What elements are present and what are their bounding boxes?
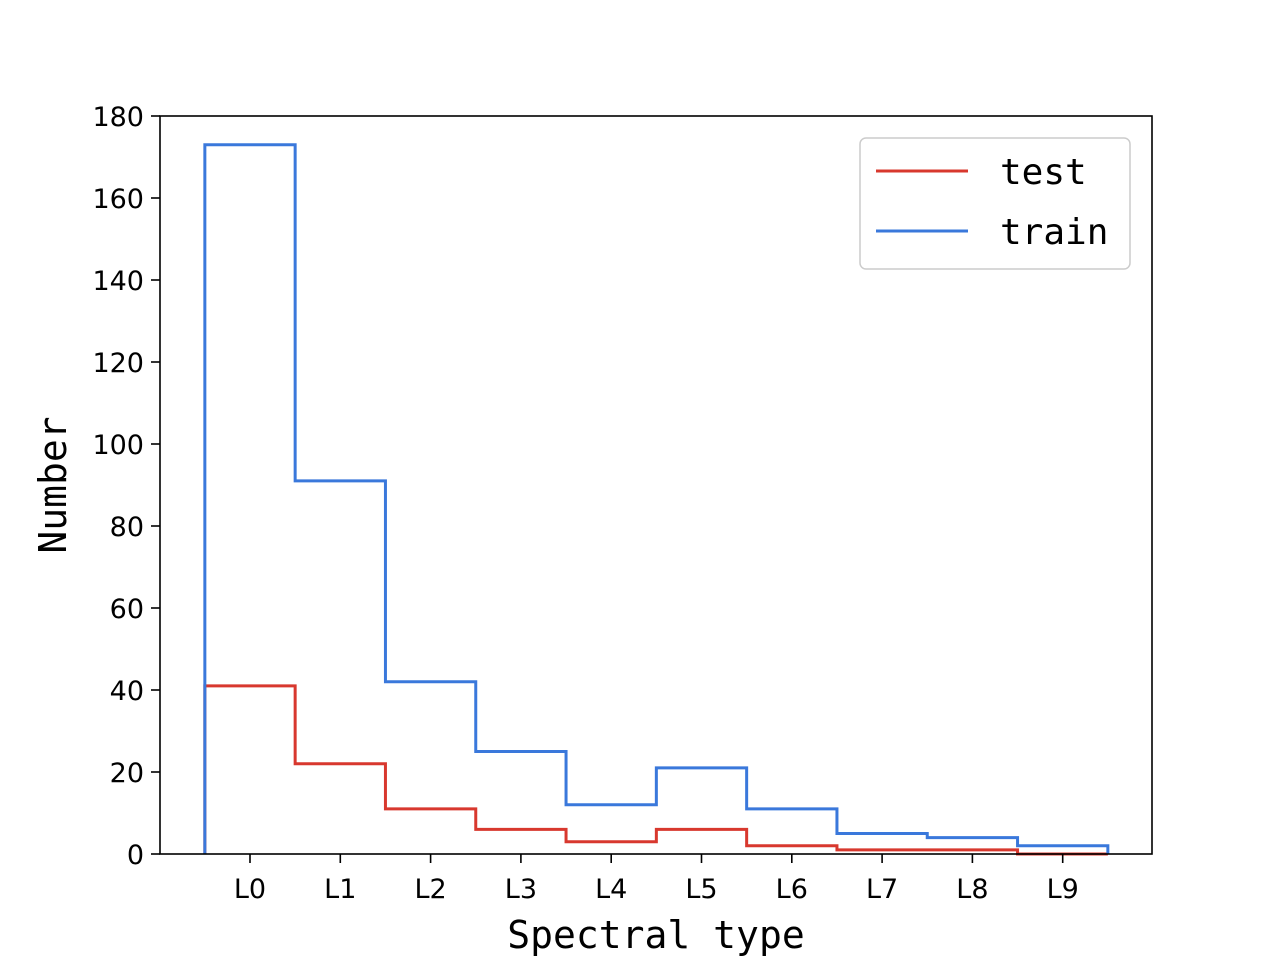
x-tick-label-L9: L9: [1047, 874, 1079, 905]
x-tick-label-L3: L3: [505, 874, 537, 905]
x-tick-label-L2: L2: [414, 874, 446, 905]
x-axis-ticks: L0 L1 L2 L3 L4 L5 L6 L7 L8 L9: [234, 854, 1079, 905]
y-tick-label-20: 20: [110, 758, 144, 789]
x-tick-label-L1: L1: [324, 874, 356, 905]
series-layer: [203, 143, 1110, 856]
x-tick-label-L7: L7: [866, 874, 898, 905]
series-test-step: [203, 684, 1108, 856]
legend-label-test: test: [1000, 152, 1087, 193]
x-axis-label: Spectral type: [507, 913, 804, 957]
y-tick-label-160: 160: [92, 184, 144, 215]
y-tick-label-0: 0: [127, 840, 144, 871]
x-tick-label-L4: L4: [595, 874, 627, 905]
x-tick-label-L0: L0: [234, 874, 266, 905]
y-tick-label-80: 80: [110, 512, 144, 543]
y-tick-label-120: 120: [92, 348, 144, 379]
y-tick-label-180: 180: [92, 102, 144, 133]
plot-frame: [159, 115, 1153, 855]
x-tick-label-L5: L5: [685, 874, 717, 905]
series-train-step: [203, 143, 1110, 854]
y-tick-label-100: 100: [92, 430, 144, 461]
y-tick-label-140: 140: [92, 266, 144, 297]
x-tick-label-L6: L6: [776, 874, 808, 905]
legend: test train: [859, 137, 1131, 270]
legend-label-train: train: [1000, 212, 1108, 253]
y-tick-label-60: 60: [110, 594, 144, 625]
y-axis-ticks: 0 20 40 60 80 100 120 140 160 180: [92, 102, 160, 871]
y-axis-label: Number: [31, 416, 75, 553]
x-tick-label-L8: L8: [956, 874, 988, 905]
y-tick-label-40: 40: [110, 676, 144, 707]
